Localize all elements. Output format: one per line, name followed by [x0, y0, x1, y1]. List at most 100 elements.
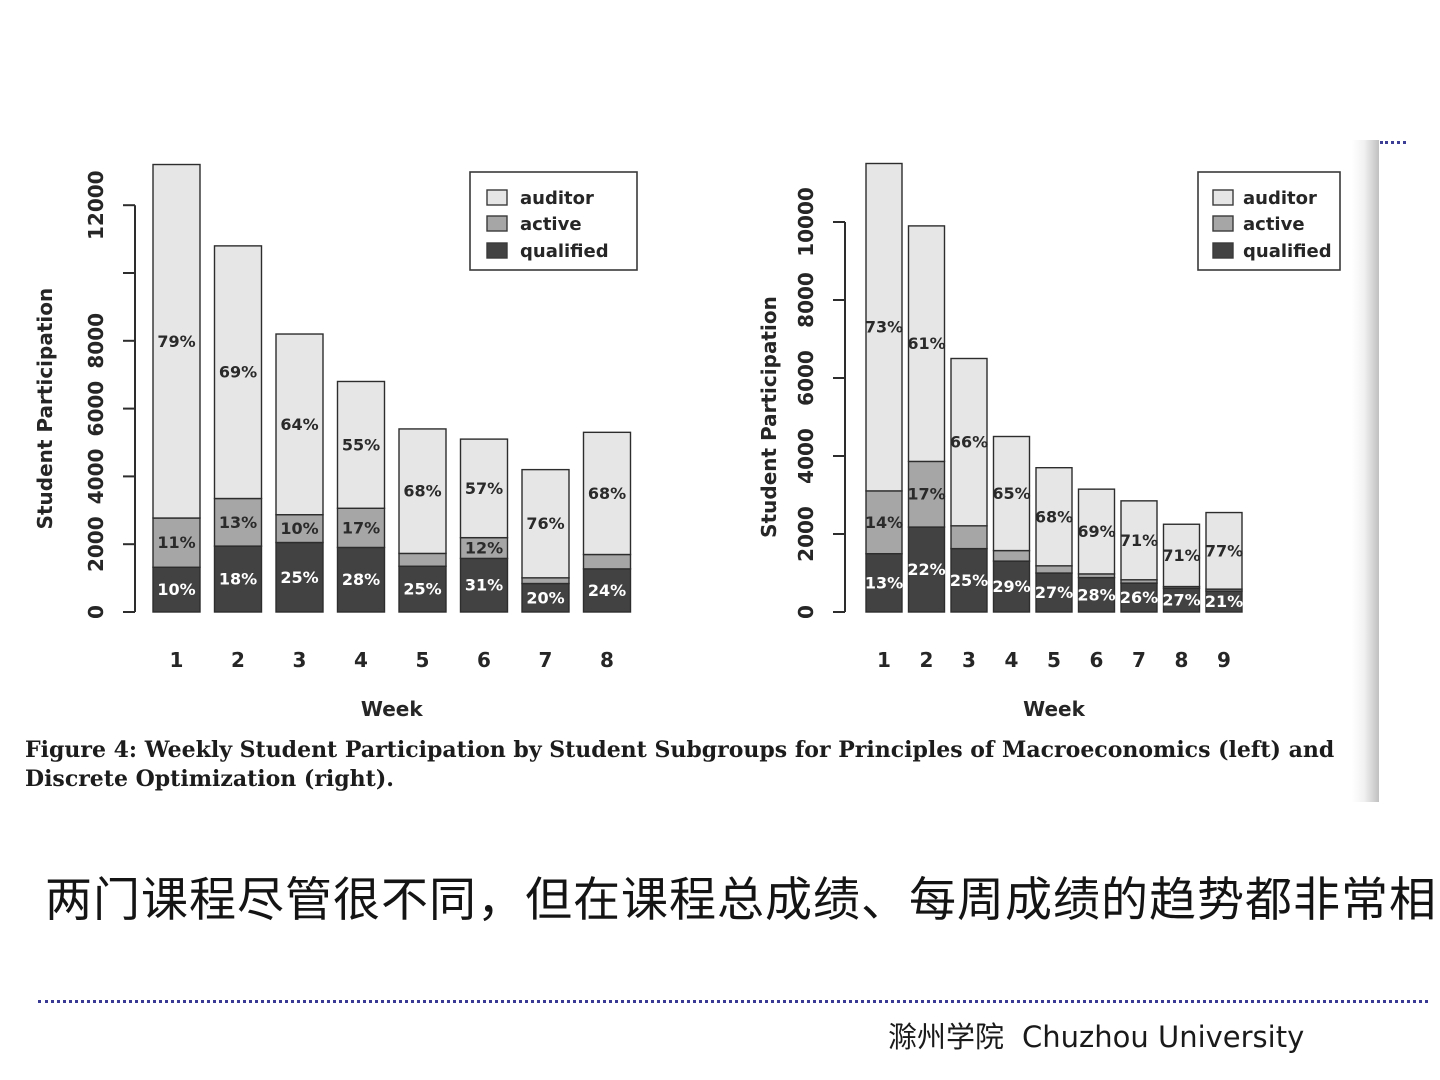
y-tick-label: 4000 [794, 428, 818, 484]
y-tick-label: 4000 [84, 449, 108, 505]
label-qualified-pct: 24% [588, 581, 626, 600]
segment-auditor [398, 428, 447, 555]
bar-week-7: 20% 76% [521, 468, 570, 613]
label-qualified-pct: 25% [403, 580, 441, 599]
segment-auditor [865, 162, 903, 492]
segment-active [1035, 565, 1073, 574]
label-qualified-pct: 28% [342, 570, 380, 589]
y-tick-label: 8000 [794, 272, 818, 328]
bar-week-6: 28% 69% [1077, 488, 1116, 613]
label-auditor-pct: 79% [157, 332, 195, 351]
bar-week-4: 29% 65% [992, 435, 1031, 613]
x-tick-label-week-5: 5 [1047, 648, 1061, 672]
label-auditor-pct: 55% [342, 435, 380, 454]
segment-active [582, 553, 632, 570]
legend-label-qualified: qualified [520, 241, 609, 262]
legend-swatch-active [1212, 215, 1234, 232]
label-auditor-pct: 68% [403, 482, 441, 501]
legend-label-auditor: auditor [520, 188, 594, 209]
x-tick-label-week-2: 2 [920, 648, 934, 672]
segment-qualified [907, 526, 946, 613]
y-tick-label: 2000 [794, 506, 818, 562]
segment-auditor [1162, 523, 1201, 588]
label-qualified-pct: 22% [907, 560, 945, 579]
segment-auditor [521, 468, 570, 579]
segment-active [521, 577, 570, 585]
label-active-pct: 12% [465, 539, 503, 558]
legend-swatch-auditor [1212, 189, 1234, 206]
x-axis-title: Week [361, 697, 423, 721]
x-tick-label-week-6: 6 [477, 648, 491, 672]
legend-label-qualified: qualified [1243, 241, 1332, 262]
barplot-left: 0 2000 4000 6000 8000 12000 Student Participat… [33, 163, 638, 721]
legend-swatch-qualified [486, 242, 508, 259]
y-tick-label: 6000 [84, 381, 108, 437]
label-auditor-pct: 76% [526, 514, 564, 533]
segment-auditor [1205, 511, 1243, 590]
y-axis-title: Student Participation [33, 288, 57, 530]
segment-active [950, 525, 988, 550]
label-qualified-pct: 31% [465, 576, 503, 595]
x-tick-label-week-3: 3 [962, 648, 976, 672]
label-active-pct: 17% [907, 485, 945, 504]
footer-university-en: Chuzhou University [1022, 1020, 1305, 1054]
segment-active [213, 497, 263, 547]
legend-label-active: active [1243, 214, 1305, 235]
label-qualified-pct: 26% [1120, 588, 1158, 607]
y-tick-label: 0 [794, 605, 818, 619]
bar-week-8: 24% 68% [582, 431, 632, 613]
segment-qualified [336, 546, 386, 613]
y-tick-label: 12000 [84, 170, 108, 240]
segment-qualified [582, 568, 632, 613]
scanned-page-edge-shadow [1352, 140, 1379, 802]
chart-discrete-optimization: 0 2000 4000 6000 8000 10000 Student Participat… [757, 150, 1390, 725]
label-auditor-pct: 68% [588, 484, 626, 503]
label-qualified-pct: 21% [1205, 592, 1243, 611]
label-qualified-pct: 29% [992, 577, 1030, 596]
x-tick-label-week-5: 5 [416, 648, 430, 672]
label-qualified-pct: 13% [865, 573, 903, 592]
segment-qualified [950, 547, 988, 613]
bar-week-9: 21% 77% [1205, 511, 1243, 613]
label-qualified-pct: 10% [157, 580, 195, 599]
bar-week-1: 10% 11% 79% [152, 163, 201, 613]
x-tick-label-week-1: 1 [170, 648, 184, 672]
label-active-pct: 13% [219, 513, 257, 532]
segment-auditor [275, 333, 324, 516]
x-tick-label-week-1: 1 [877, 648, 891, 672]
x-tick-label-week-8: 8 [1175, 648, 1189, 672]
bar-week-2: 18% 13% 69% [213, 245, 263, 613]
label-active-pct: 17% [342, 518, 380, 537]
label-qualified-pct: 27% [1035, 583, 1073, 602]
segment-qualified [992, 560, 1031, 613]
figure-caption: Figure 4: Weekly Student Participation b… [25, 736, 1377, 794]
barplot-right: 0 2000 4000 6000 8000 10000 Student Participat… [757, 162, 1341, 721]
label-auditor-pct: 71% [1162, 546, 1200, 565]
chart-macroeconomics: 0 2000 4000 6000 8000 12000 Student Participat… [30, 150, 700, 725]
segment-auditor [582, 431, 632, 556]
segment-auditor [152, 163, 201, 519]
dotted-border-fragment [1380, 141, 1406, 144]
segment-auditor [950, 357, 988, 527]
y-tick-label: 0 [84, 605, 108, 619]
segment-auditor [336, 380, 386, 509]
segment-qualified [865, 552, 903, 613]
label-qualified-pct: 25% [950, 571, 988, 590]
segment-active [865, 490, 903, 555]
segment-auditor [1077, 488, 1116, 575]
legend-swatch-qualified [1212, 242, 1234, 259]
x-tick-label-week-2: 2 [231, 648, 245, 672]
label-qualified-pct: 20% [526, 588, 564, 607]
x-tick-label-week-7: 7 [539, 648, 553, 672]
bar-week-5: 25% 68% [398, 428, 447, 613]
label-auditor-pct: 64% [280, 415, 318, 434]
y-tick-label: 10000 [794, 187, 818, 257]
label-auditor-pct: 69% [1077, 522, 1115, 541]
bar-week-8: 27% 71% [1162, 523, 1201, 613]
figure-caption-line1: Figure 4: Weekly Student Participation b… [25, 737, 1335, 763]
segment-auditor [459, 438, 509, 539]
segment-active [336, 507, 386, 549]
y-tick-label: 8000 [84, 313, 108, 369]
label-qualified-pct: 18% [219, 570, 257, 589]
